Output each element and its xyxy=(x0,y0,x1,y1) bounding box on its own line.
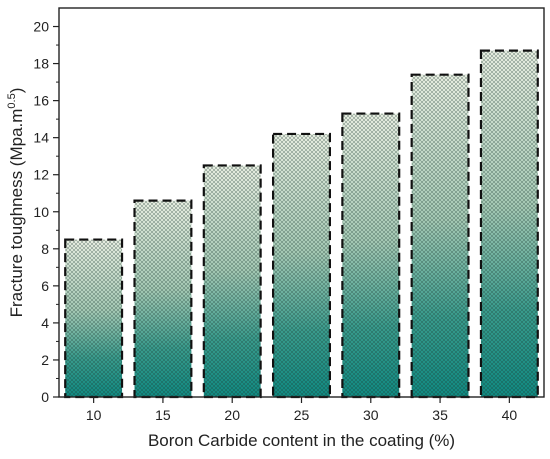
bar-hatch xyxy=(411,74,469,397)
y-axis-title-superscript: 0.5 xyxy=(6,93,18,108)
bar-outline xyxy=(271,132,332,399)
bar-hatch xyxy=(273,133,330,397)
bar-10 xyxy=(64,238,124,399)
y-tick-label: 18 xyxy=(33,56,49,72)
x-tick-label: 30 xyxy=(363,407,379,423)
y-axis-title: Fracture toughness (Mpa.m0.5) xyxy=(6,88,26,318)
y-tick-label: 10 xyxy=(33,204,49,220)
bar-hatch xyxy=(65,239,123,397)
bars xyxy=(64,49,539,399)
bar-hatch xyxy=(134,200,192,397)
bar-hatch xyxy=(203,165,261,397)
x-tick-label: 25 xyxy=(294,407,310,423)
bar-30 xyxy=(341,112,401,399)
bar-15 xyxy=(133,199,193,399)
bar-hatch xyxy=(342,113,400,397)
y-tick-label: 4 xyxy=(41,315,49,331)
bar-40 xyxy=(479,49,539,399)
x-tick-label: 35 xyxy=(432,407,448,423)
x-tick-label: 20 xyxy=(224,407,240,423)
y-axis-title-end: ) xyxy=(7,88,26,94)
y-tick-label: 2 xyxy=(41,352,49,368)
y-tick-label: 6 xyxy=(41,278,49,294)
y-tick-label: 14 xyxy=(33,130,49,146)
bar-35 xyxy=(410,73,470,399)
bar-20 xyxy=(202,164,262,399)
y-tick-label: 8 xyxy=(41,241,49,257)
y-axis-ticks: 0 2 4 6 8 10 12 14 16 18 20 xyxy=(33,19,59,405)
bar-25 xyxy=(271,132,332,399)
x-tick-label: 10 xyxy=(86,407,102,423)
x-axis-title: Boron Carbide content in the coating (%) xyxy=(148,431,455,450)
y-tick-label: 12 xyxy=(33,167,49,183)
bar-outline xyxy=(479,49,539,399)
y-tick-label: 0 xyxy=(41,389,49,405)
y-tick-label: 16 xyxy=(33,93,49,109)
y-axis-title-main: Fracture toughness (Mpa.m xyxy=(7,109,26,318)
x-tick-label: 40 xyxy=(502,407,518,423)
y-tick-label: 20 xyxy=(33,19,49,35)
bar-hatch xyxy=(480,50,538,397)
x-tick-label: 15 xyxy=(155,407,171,423)
x-axis-ticks: 10 15 20 25 30 35 40 xyxy=(86,397,518,423)
